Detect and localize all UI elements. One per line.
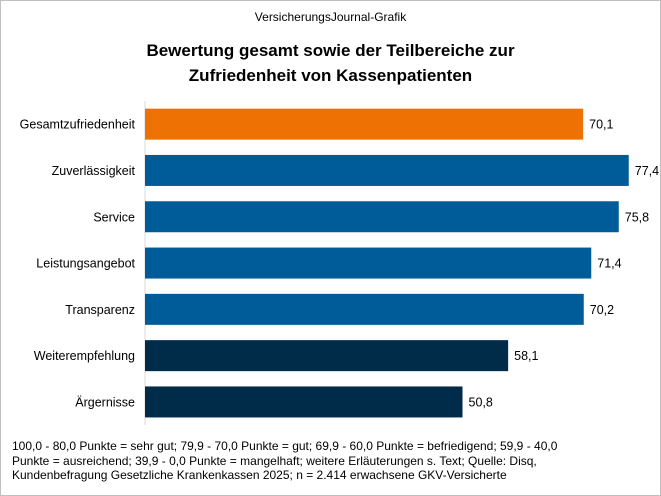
category-label-7: Ärgernisse: [75, 395, 135, 409]
category-label-3: Service: [93, 210, 135, 224]
category-label-4: Leistungsangebot: [36, 257, 135, 271]
bar-1: [145, 108, 584, 140]
bar-7: [145, 386, 463, 418]
bar-6: [145, 340, 509, 372]
chart-title: Bewertung gesamt sowie der Teilbereiche …: [0, 38, 661, 88]
bar-2: [145, 154, 629, 186]
category-label-5: Transparenz: [65, 303, 135, 317]
category-label-6: Weiterempfehlung: [34, 349, 135, 363]
chart-title-line-1: Bewertung gesamt sowie der Teilbereiche …: [146, 41, 515, 60]
value-label-5: 70,2: [590, 303, 614, 317]
footnote-line-1: 100,0 - 80,0 Punkte = sehr gut; 79,9 - 7…: [12, 439, 558, 453]
chart-title-line-2: Zufriedenheit von Kassenpatienten: [188, 66, 473, 85]
value-label-4: 71,4: [597, 257, 621, 271]
value-label-2: 77,4: [635, 164, 659, 178]
chart-source-label: VersicherungsJournal-Grafik: [254, 10, 407, 24]
bar-3: [145, 201, 619, 233]
category-label-2: Zuverlässigkeit: [52, 164, 136, 178]
bar-4: [145, 247, 592, 279]
footnote-line-2: Punkte = ausreichend; 39,9 - 0,0 Punkte …: [12, 453, 537, 468]
value-label-6: 58,1: [514, 349, 538, 363]
value-label-1: 70,1: [589, 118, 613, 132]
category-label-1: Gesamtzufriedenheit: [20, 118, 136, 132]
bar-5: [145, 293, 584, 325]
value-label-3: 75,8: [625, 210, 649, 224]
value-label-7: 50,8: [469, 395, 493, 409]
footnote-line-3: Kundenbefragung Gesetzliche Krankenkasse…: [12, 468, 507, 482]
footnote: 100,0 - 80,0 Punkte = sehr gut; 79,9 - 7…: [12, 439, 652, 483]
